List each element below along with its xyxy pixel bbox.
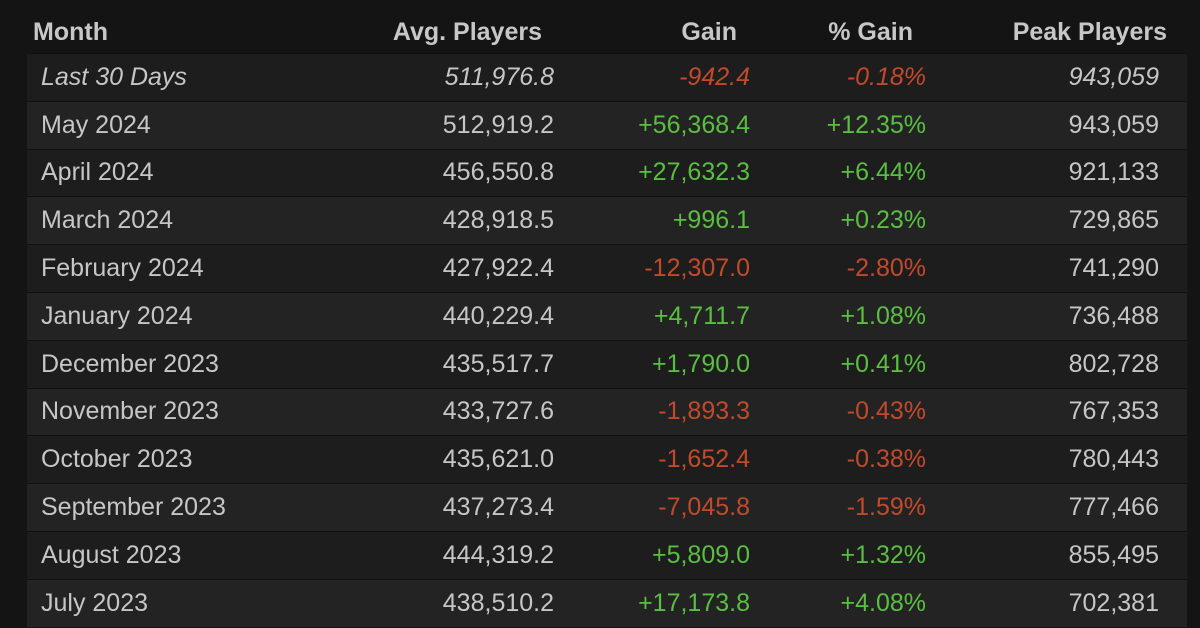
table-row: July 2023 438,510.2 +17,173.8 +4.08% 702,381: [27, 578, 1187, 627]
cell-month: March 2024: [27, 196, 362, 245]
player-stats-table-container: Month Avg. Players Gain % Gain Peak Play…: [27, 12, 1187, 627]
cell-avg-players: 456,550.8: [362, 148, 562, 197]
cell-avg-players: 512,919.2: [362, 100, 562, 150]
table-row: August 2023 444,319.2 +5,809.0 +1.32% 855,49…: [27, 530, 1187, 580]
cell-month: Last 30 Days: [27, 53, 362, 102]
cell-pct-gain: -2.80%: [757, 244, 933, 293]
cell-month: November 2023: [27, 387, 362, 436]
cell-avg-players: 511,976.8: [362, 53, 562, 102]
cell-avg-players: 440,229.4: [362, 291, 562, 341]
cell-gain: +56,368.4: [562, 100, 757, 150]
cell-month: May 2024: [27, 100, 362, 150]
cell-peak-players: 767,353: [933, 387, 1187, 436]
cell-gain: +27,632.3: [562, 148, 757, 197]
cell-month: February 2024: [27, 244, 362, 293]
cell-month: January 2024: [27, 291, 362, 341]
cell-peak-players: 736,488: [933, 291, 1187, 341]
cell-pct-gain: -1.59%: [757, 483, 933, 532]
cell-month: December 2023: [27, 339, 362, 389]
cell-peak-players: 702,381: [933, 578, 1187, 627]
cell-peak-players: 802,728: [933, 339, 1187, 389]
table-row: October 2023 435,621.0 -1,652.4 -0.38% 780,4…: [27, 435, 1187, 484]
column-header-gain[interactable]: Gain: [562, 12, 757, 54]
cell-month: April 2024: [27, 148, 362, 197]
cell-gain: -12,307.0: [562, 244, 757, 293]
table-row: March 2024 428,918.5 +996.1 +0.23% 729,865: [27, 196, 1187, 245]
table-row: May 2024 512,919.2 +56,368.4 +12.35% 943,059: [27, 100, 1187, 150]
cell-pct-gain: +0.41%: [757, 339, 933, 389]
table-row: February 2024 427,922.4 -12,307.0 -2.80% 741…: [27, 244, 1187, 293]
cell-pct-gain: +12.35%: [757, 100, 933, 150]
cell-gain: +4,711.7: [562, 291, 757, 341]
table-row: September 2023 437,273.4 -7,045.8 -1.59% 777…: [27, 483, 1187, 532]
cell-pct-gain: -0.43%: [757, 387, 933, 436]
cell-gain: +1,790.0: [562, 339, 757, 389]
cell-peak-players: 729,865: [933, 196, 1187, 245]
table-row: April 2024 456,550.8 +27,632.3 +6.44% 921,13…: [27, 148, 1187, 197]
cell-avg-players: 437,273.4: [362, 483, 562, 532]
column-header-pct-gain[interactable]: % Gain: [757, 12, 933, 54]
cell-gain: -942.4: [562, 53, 757, 102]
table-row: November 2023 433,727.6 -1,893.3 -0.43% 767,…: [27, 387, 1187, 436]
column-header-peak-players[interactable]: Peak Players: [933, 12, 1187, 54]
cell-month: October 2023: [27, 435, 362, 484]
cell-peak-players: 943,059: [933, 53, 1187, 102]
cell-pct-gain: +1.08%: [757, 291, 933, 341]
cell-avg-players: 433,727.6: [362, 387, 562, 436]
cell-peak-players: 777,466: [933, 483, 1187, 532]
table-row: Last 30 Days 511,976.8 -942.4 -0.18% 943,059: [27, 53, 1187, 102]
column-header-month[interactable]: Month: [27, 12, 362, 54]
player-stats-table: Month Avg. Players Gain % Gain Peak Play…: [27, 12, 1187, 627]
cell-avg-players: 435,517.7: [362, 339, 562, 389]
cell-pct-gain: -0.18%: [757, 53, 933, 102]
cell-peak-players: 921,133: [933, 148, 1187, 197]
cell-pct-gain: +6.44%: [757, 148, 933, 197]
cell-gain: +5,809.0: [562, 530, 757, 580]
column-header-avg-players[interactable]: Avg. Players: [362, 12, 562, 54]
cell-avg-players: 438,510.2: [362, 578, 562, 627]
table-row: December 2023 435,517.7 +1,790.0 +0.41% 802,…: [27, 339, 1187, 389]
cell-month: August 2023: [27, 530, 362, 580]
cell-peak-players: 741,290: [933, 244, 1187, 293]
cell-peak-players: 855,495: [933, 530, 1187, 580]
table-row: January 2024 440,229.4 +4,711.7 +1.08% 736,4…: [27, 291, 1187, 341]
cell-peak-players: 780,443: [933, 435, 1187, 484]
cell-month: July 2023: [27, 578, 362, 627]
table-body: Last 30 Days 511,976.8 -942.4 -0.18% 943,059…: [27, 53, 1187, 627]
cell-avg-players: 428,918.5: [362, 196, 562, 245]
cell-avg-players: 435,621.0: [362, 435, 562, 484]
cell-gain: -1,652.4: [562, 435, 757, 484]
cell-avg-players: 427,922.4: [362, 244, 562, 293]
cell-gain: +996.1: [562, 196, 757, 245]
cell-month: September 2023: [27, 483, 362, 532]
cell-gain: +17,173.8: [562, 578, 757, 627]
cell-peak-players: 943,059: [933, 100, 1187, 150]
cell-pct-gain: +4.08%: [757, 578, 933, 627]
cell-avg-players: 444,319.2: [362, 530, 562, 580]
cell-gain: -1,893.3: [562, 387, 757, 436]
cell-gain: -7,045.8: [562, 483, 757, 532]
cell-pct-gain: +1.32%: [757, 530, 933, 580]
cell-pct-gain: -0.38%: [757, 435, 933, 484]
table-header: Month Avg. Players Gain % Gain Peak Play…: [27, 12, 1187, 54]
header-row: Month Avg. Players Gain % Gain Peak Play…: [27, 12, 1187, 54]
cell-pct-gain: +0.23%: [757, 196, 933, 245]
